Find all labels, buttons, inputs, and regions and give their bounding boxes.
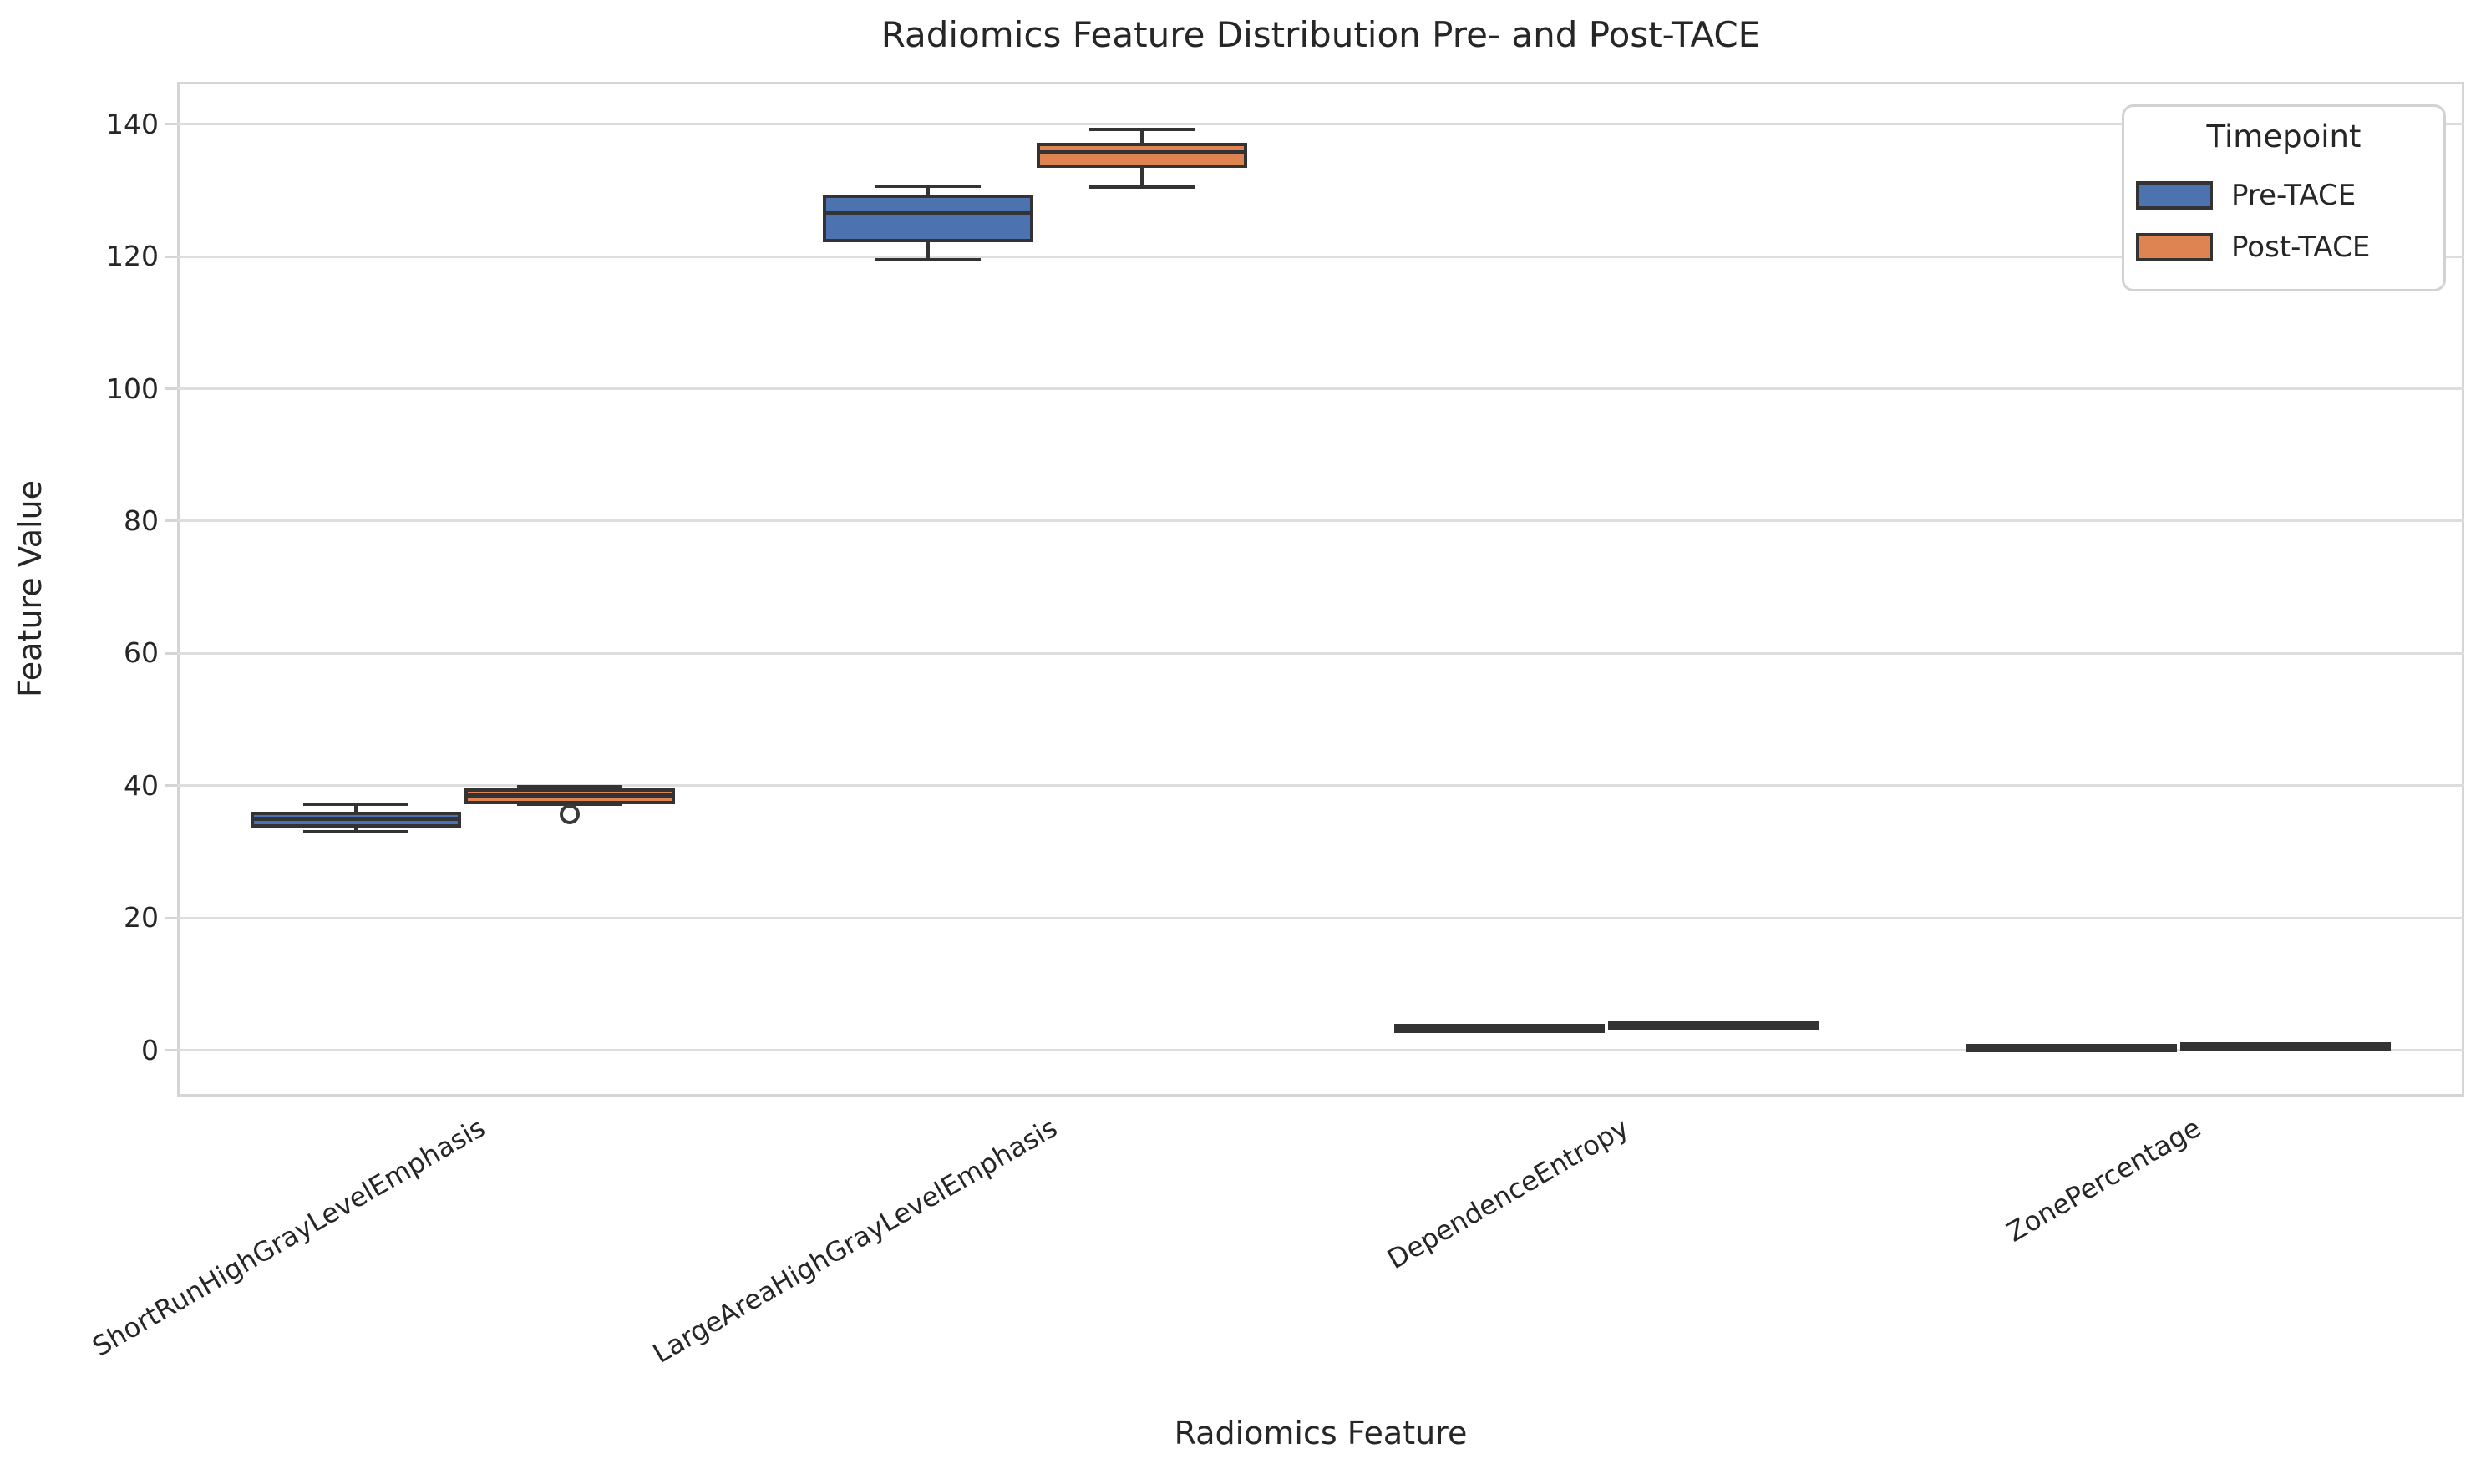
median-line <box>254 816 459 821</box>
y-tick-mark <box>165 519 177 523</box>
y-tick-mark <box>165 123 177 126</box>
x-tick-label: ZonePercentage <box>2001 1112 2206 1248</box>
y-tick-label: 80 <box>124 504 159 537</box>
y-tick-mark <box>165 255 177 258</box>
y-tick-label: 60 <box>124 636 159 670</box>
y-tick-label: 20 <box>124 901 159 934</box>
gridline <box>177 519 2464 523</box>
gridline <box>177 784 2464 788</box>
y-tick-label: 0 <box>141 1033 159 1066</box>
box-pre-tace <box>822 195 1033 243</box>
gridline <box>177 1049 2464 1052</box>
median-line <box>468 793 672 798</box>
y-tick-label: 120 <box>106 240 159 273</box>
legend-item-pre-tace: Pre-TACE <box>2136 179 2356 212</box>
whisker-cap <box>1088 128 1195 132</box>
y-tick-label: 100 <box>106 372 159 405</box>
x-axis-label: Radiomics Feature <box>1174 1415 1468 1451</box>
gridline <box>177 916 2464 919</box>
median-line <box>1969 1046 2174 1051</box>
whisker-cap <box>875 258 981 262</box>
y-tick-mark <box>165 916 177 919</box>
pre-tace-color-swatch <box>2136 181 2213 210</box>
legend-title: Timepoint <box>2206 119 2362 154</box>
legend-label: Pre-TACE <box>2231 179 2357 212</box>
y-tick-mark <box>165 651 177 655</box>
gridline <box>177 651 2464 655</box>
whisker-cap <box>875 185 981 189</box>
post-tace-color-swatch <box>2136 233 2213 261</box>
plot-area <box>177 82 2464 1097</box>
y-tick-mark <box>165 387 177 390</box>
median-line <box>825 211 1030 216</box>
median-line <box>1039 150 1244 155</box>
legend-item-post-tace: Post-TACE <box>2136 230 2370 264</box>
gridline <box>177 123 2464 126</box>
legend: Timepoint Pre-TACE Post-TACE <box>2122 104 2446 291</box>
whisker-cap <box>303 802 409 806</box>
legend-label: Post-TACE <box>2231 230 2371 264</box>
y-tick-mark <box>165 1049 177 1052</box>
x-tick-label: ShortRunHighGrayLevelEmphasis <box>87 1112 491 1363</box>
whisker-cap <box>517 785 623 789</box>
whisker-cap <box>1088 185 1195 189</box>
y-tick-label: 40 <box>124 768 159 802</box>
x-tick-label: DependenceEntropy <box>1382 1112 1635 1276</box>
box-post-tace <box>1036 142 1247 168</box>
gridline <box>177 255 2464 258</box>
x-tick-label: LargeAreaHighGrayLevelEmphasis <box>647 1112 1063 1370</box>
outlier-point <box>560 803 581 824</box>
median-line <box>2183 1044 2387 1049</box>
chart-title: Radiomics Feature Distribution Pre- and … <box>880 14 1761 55</box>
median-line <box>1611 1022 1816 1027</box>
whisker-cap <box>303 830 409 834</box>
median-line <box>1398 1026 1602 1031</box>
y-tick-mark <box>165 784 177 788</box>
gridline <box>177 387 2464 390</box>
y-tick-label: 140 <box>106 107 159 140</box>
